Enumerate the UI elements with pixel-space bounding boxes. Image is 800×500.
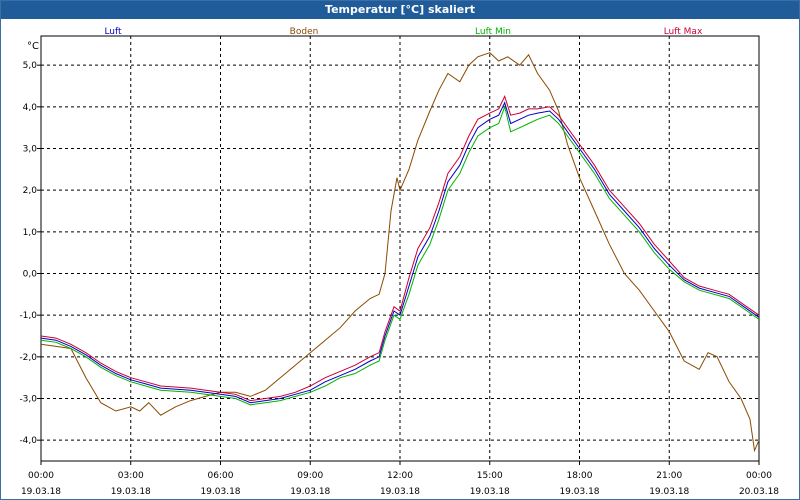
y-tick-label: 2,0	[23, 186, 38, 196]
x-tick-time: 12:00	[387, 471, 413, 481]
series-line-luft-max	[40, 95, 760, 402]
legend-item: Boden	[290, 27, 319, 37]
y-tick-label: 5,0	[23, 61, 38, 71]
x-tick-time: 09:00	[297, 471, 323, 481]
chart-plot: 00:00 19.03.18 03:00 19.03.18 06:00 19.03.18 0…	[19, 27, 779, 497]
series-line-luft	[40, 101, 760, 404]
x-tick-date: 19.03.18	[111, 487, 151, 497]
x-tick-time: 18:00	[567, 471, 593, 481]
y-tick-label: -1,0	[19, 311, 37, 321]
legend-item: Luft Min	[475, 27, 511, 37]
x-tick-date: 19.03.18	[470, 487, 510, 497]
x-tick-date: 19.03.18	[559, 487, 599, 497]
y-axis-unit: °C	[27, 41, 39, 52]
x-tick-date: 19.03.18	[290, 487, 330, 497]
x-tick-time: 00:00	[28, 471, 54, 481]
y-tick-label: 0,0	[23, 270, 38, 280]
series-line-boden	[40, 52, 760, 453]
chart-title: Temperatur [°C] skaliert	[1, 1, 799, 19]
series-line-luft-min	[40, 105, 760, 406]
x-tick-time: 03:00	[118, 471, 144, 481]
x-tick-date: 19.03.18	[21, 487, 61, 497]
x-tick-date: 19.03.18	[649, 487, 689, 497]
y-tick-label: 4,0	[23, 103, 38, 113]
x-tick-time: 15:00	[477, 471, 503, 481]
legend-item: Luft Max	[664, 27, 703, 37]
x-tick-time: 06:00	[208, 471, 234, 481]
legend-item: Luft	[104, 27, 122, 37]
y-tick-label: 1,0	[23, 228, 38, 238]
x-tick-time: 00:00	[746, 471, 772, 481]
y-tick-label: 3,0	[23, 145, 38, 155]
x-tick-date: 19.03.18	[380, 487, 420, 497]
x-tick-time: 21:00	[656, 471, 682, 481]
plot-border	[40, 35, 760, 462]
y-tick-label: -2,0	[19, 353, 37, 363]
y-tick-label: -4,0	[19, 436, 37, 446]
x-tick-date: 20.03.18	[739, 487, 779, 497]
y-tick-label: -3,0	[19, 395, 37, 405]
x-tick-date: 19.03.18	[200, 487, 240, 497]
